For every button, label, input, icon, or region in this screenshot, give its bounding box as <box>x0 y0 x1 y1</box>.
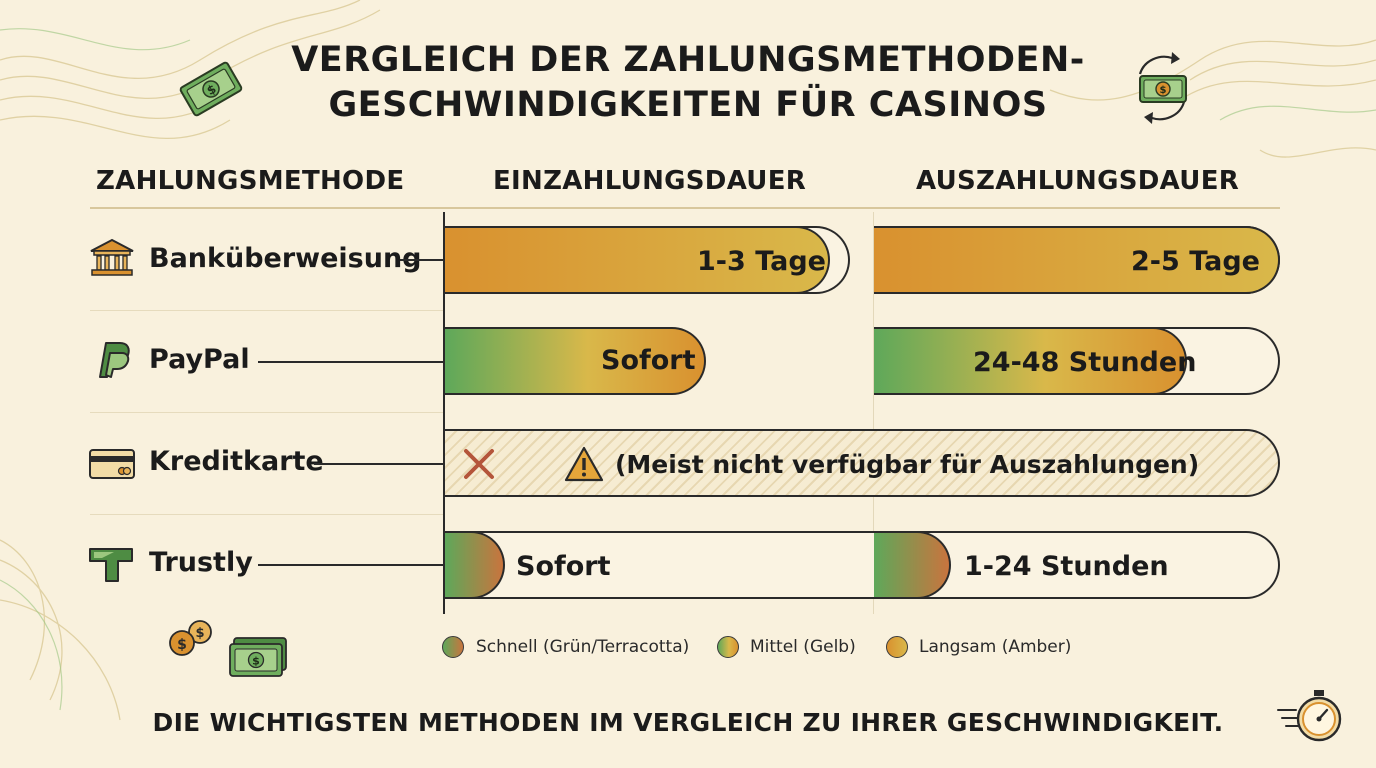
page-title: VERGLEICH DER ZAHLUNGSMETHODEN- GESCHWIN… <box>0 38 1376 128</box>
title-line-2: GESCHWINDIGKEITEN FÜR CASINOS <box>328 85 1048 125</box>
deposit-label-bank: 1-3 Tage <box>697 246 826 277</box>
column-header-method: ZAHLUNGSMETHODE <box>96 166 405 196</box>
legend-label-slow: Langsam (Amber) <box>919 637 1072 657</box>
column-header-withdrawal: AUSZAHLUNGSDAUER <box>916 166 1240 196</box>
connector-line <box>258 361 443 363</box>
withdrawal-track-trustly: 1-24 Stunden <box>874 531 1280 599</box>
withdrawal-label-bank: 2-5 Tage <box>1131 246 1260 277</box>
method-label-trustly: Trustly <box>149 547 253 578</box>
deposit-bar-paypal <box>445 327 706 395</box>
svg-text:$: $ <box>177 637 187 653</box>
bank-icon <box>90 238 134 276</box>
connector-line <box>400 259 443 261</box>
withdrawal-track-paypal: 24-48 Stunden <box>874 327 1280 395</box>
legend-swatch-fast <box>442 636 464 658</box>
connector-line <box>258 564 443 566</box>
credit-card-icon <box>89 449 135 479</box>
deposit-bar-trustly <box>445 531 505 599</box>
withdrawal-bar-paypal <box>874 327 1187 395</box>
footer-caption: DIE WICHTIGSTEN METHODEN IM VERGLEICH ZU… <box>152 708 1224 737</box>
row-divider <box>90 412 445 413</box>
column-header-deposit: EINZAHLUNGSDAUER <box>493 166 807 196</box>
svg-text:$: $ <box>1160 85 1167 96</box>
deposit-label-trustly: Sofort <box>516 551 611 582</box>
title-line-1: VERGLEICH DER ZAHLUNGSMETHODEN- <box>291 40 1085 80</box>
row-divider <box>90 514 445 515</box>
withdrawal-track-bank: 2-5 Tage <box>874 226 1280 294</box>
money-exchange-icon: $ <box>1138 52 1187 124</box>
deposit-bar-bank <box>445 226 830 294</box>
row-divider <box>90 310 445 311</box>
stopwatch-icon <box>1277 690 1342 742</box>
legend-label-medium: Mittel (Gelb) <box>750 637 856 657</box>
trustly-icon <box>89 548 133 582</box>
column-divider <box>873 212 874 614</box>
withdrawal-bar-trustly <box>874 531 951 599</box>
legend-label-fast: Schnell (Grün/Terracotta) <box>476 637 690 657</box>
method-label-bank: Banküberweisung <box>149 243 422 274</box>
legend-swatch-slow <box>886 636 908 658</box>
warning-icon <box>564 446 604 482</box>
legend-swatch-medium <box>717 636 739 658</box>
paypal-icon <box>99 342 130 378</box>
svg-text:$: $ <box>252 655 260 668</box>
coins-and-cash-icon: $ $ $ <box>169 620 287 677</box>
bar-axis-line <box>443 212 445 614</box>
header-divider <box>90 207 1280 209</box>
deposit-label-paypal: Sofort <box>601 345 696 376</box>
connector-line <box>314 463 443 465</box>
deposit-track-trustly: Sofort <box>445 531 874 599</box>
unavailable-note: (Meist nicht verfügbar für Auszahlungen) <box>615 450 1200 479</box>
withdrawal-label-paypal: 24-48 Stunden <box>973 347 1197 378</box>
banknote-icon: $ <box>179 61 243 117</box>
method-label-paypal: PayPal <box>149 344 250 375</box>
method-label-credit-card: Kreditkarte <box>149 446 324 477</box>
withdrawal-bar-bank <box>874 226 1280 294</box>
svg-text:$: $ <box>195 626 204 641</box>
unavailable-track-credit-card: (Meist nicht verfügbar für Auszahlungen) <box>445 429 1280 497</box>
deposit-track-paypal: Sofort <box>445 327 873 395</box>
cross-icon <box>464 449 494 479</box>
deposit-track-bank: 1-3 Tage <box>445 226 850 294</box>
withdrawal-label-trustly: 1-24 Stunden <box>964 551 1169 582</box>
